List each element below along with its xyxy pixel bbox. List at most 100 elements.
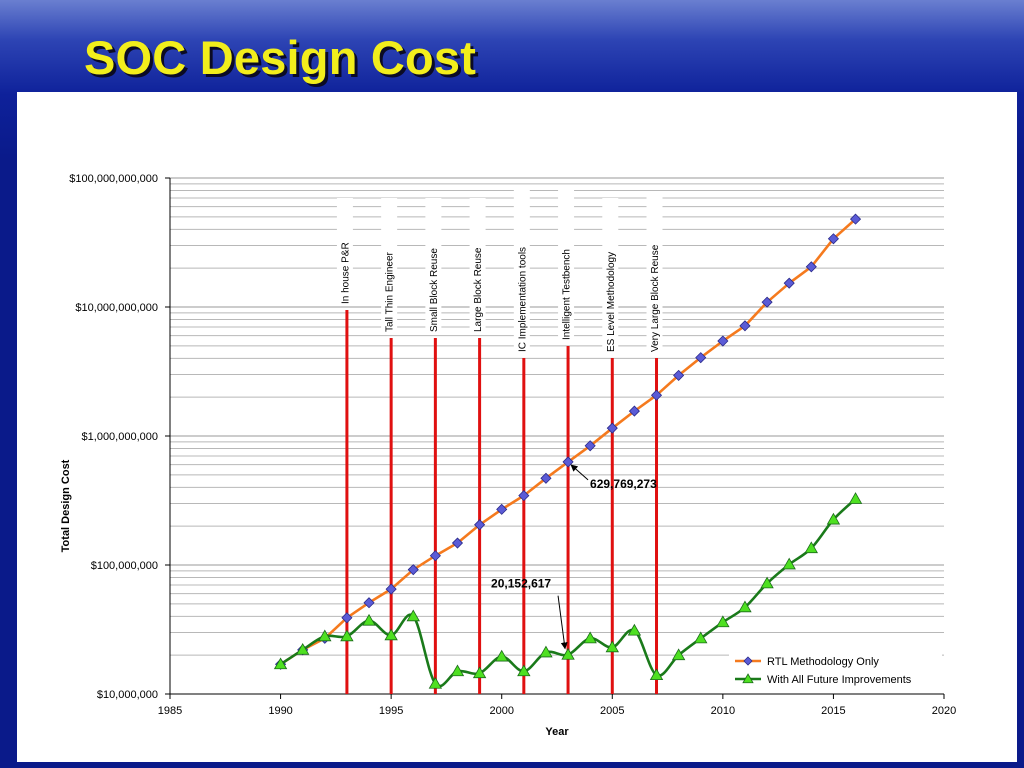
rtl-point: [451, 537, 464, 549]
future-point: [273, 657, 288, 670]
legend-box: [729, 651, 942, 691]
future-point: [738, 600, 752, 613]
future-point: [295, 643, 310, 655]
rtl-point: [341, 612, 353, 624]
rtl-point: [761, 296, 773, 308]
future-point: [716, 615, 730, 628]
milestone-label: Intelligent Testbench: [562, 249, 573, 340]
gridlines: [170, 177, 944, 695]
future-point: [583, 631, 597, 644]
rtl-point: [805, 261, 817, 273]
x-tick-label: 1990: [268, 705, 292, 717]
rtl-point: [518, 490, 530, 502]
x-tick-label: 2005: [600, 705, 624, 717]
future-point: [472, 666, 487, 679]
series-group: [273, 213, 863, 689]
legend-entry: With All Future Improvements: [767, 674, 912, 686]
x-tick-label: 2010: [711, 705, 735, 717]
future-point: [495, 649, 509, 662]
x-tick-label: 2020: [932, 705, 956, 717]
legend-swatch-marker: [743, 656, 753, 666]
rtl-point: [385, 583, 397, 595]
future-point: [450, 664, 465, 677]
y-tick-label: $10,000,000: [97, 689, 158, 701]
milestone-label: ES Level Methodology: [606, 252, 617, 352]
slide-title: SOC Design Cost: [84, 31, 477, 84]
y-tick-label: $100,000,000: [91, 560, 158, 572]
data-labels-group: 629,769,273 20,152,617: [491, 464, 657, 650]
rtl-point: [496, 503, 508, 515]
milestone-label-bg: [558, 190, 575, 342]
future-point: [671, 648, 686, 661]
future-point: [406, 609, 420, 622]
milestone-label-bg: [425, 198, 442, 334]
rtl-point: [695, 352, 707, 364]
rtl-point: [540, 472, 552, 484]
milestone-label: Large Block Reuse: [473, 247, 484, 332]
y-axis-title: Total Design Cost: [60, 459, 72, 552]
rtl-point: [739, 320, 751, 332]
future-point: [318, 629, 332, 642]
future-point: [848, 492, 863, 504]
chart-svg: $10,000,000 $100,000,000 $1,000,000,000 $10…: [60, 173, 956, 738]
future-point: [340, 629, 354, 642]
x-tick-label: 1995: [379, 705, 403, 717]
milestone-label-bg: [381, 198, 398, 334]
rtl-point: [783, 277, 795, 289]
chart-panel: $10,000,000 $100,000,000 $1,000,000,000 $10…: [17, 92, 1017, 762]
rtl-point: [474, 519, 486, 531]
rtl-point: [849, 213, 862, 225]
future-point: [760, 576, 774, 589]
data-label-arrow: [570, 464, 589, 481]
legend-entry: RTL Methodology Only: [767, 656, 879, 668]
milestone-lines: In house P&R Tall Thin Engineer Small Bloc…: [336, 190, 663, 694]
future-point: [627, 623, 642, 636]
milestone-label-bg: [513, 190, 530, 354]
future-point: [804, 541, 819, 554]
rtl-point: [717, 335, 729, 347]
y-tick-label: $1,000,000,000: [82, 431, 158, 443]
rtl-point: [584, 440, 596, 452]
future-point: [649, 668, 664, 681]
legend-swatch-marker: [742, 673, 754, 684]
milestone-label-bg: [469, 198, 486, 334]
x-axis-title: Year: [545, 726, 569, 738]
rtl-point: [363, 597, 375, 609]
rtl-point: [673, 369, 685, 381]
future-point: [539, 645, 553, 658]
milestone-label-bg: [646, 194, 663, 354]
x-tick-label: 1985: [158, 705, 182, 717]
milestone-label: Small Block Reuse: [429, 248, 440, 332]
future-point: [561, 647, 575, 660]
legend: RTL Methodology Only With All Future Impr…: [729, 651, 942, 691]
rtl-point: [429, 550, 441, 562]
x-tick-label: 2015: [821, 705, 845, 717]
milestone-label: Very Large Block Reuse: [650, 244, 661, 352]
rtl-point: [628, 405, 640, 417]
axes: $10,000,000 $100,000,000 $1,000,000,000 $10…: [60, 173, 956, 738]
future-point: [782, 557, 796, 570]
future-point: [517, 664, 531, 677]
future-point: [384, 628, 398, 641]
milestone-label: IC Implementation tools: [517, 247, 528, 352]
x-tick-label: 2000: [489, 705, 513, 717]
rtl-point: [407, 564, 419, 576]
future-point: [605, 640, 619, 653]
rtl-point: [650, 389, 663, 401]
milestone-label-bg: [336, 198, 353, 306]
data-label: 20,152,617: [491, 577, 551, 591]
rtl-point: [606, 422, 618, 434]
data-label: 629,769,273: [590, 477, 657, 491]
future-point: [694, 631, 708, 644]
future-point: [428, 676, 443, 689]
milestone-label-bg: [602, 198, 619, 354]
data-label-arrow: [557, 595, 568, 650]
y-tick-label: $10,000,000,000: [75, 302, 158, 314]
future-point: [826, 512, 841, 525]
milestone-label: Tall Thin Engineer: [385, 251, 396, 332]
future-point: [362, 613, 376, 626]
rtl-point: [827, 233, 839, 245]
milestone-label: In house P&R: [340, 242, 351, 304]
rtl-point: [562, 456, 574, 468]
y-tick-label: $100,000,000,000: [69, 173, 158, 185]
